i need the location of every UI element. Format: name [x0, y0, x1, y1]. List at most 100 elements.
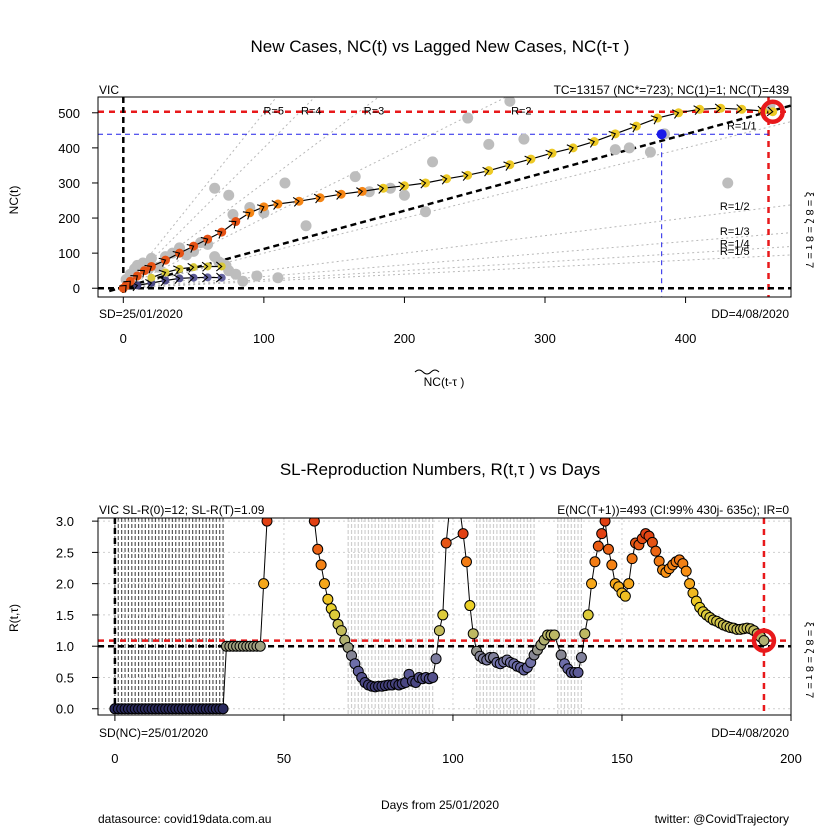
top-y-axis-label: NC(t) — [7, 186, 21, 215]
blue-trajectory-arrow — [173, 274, 181, 285]
r-point — [572, 666, 584, 678]
r-point — [437, 609, 449, 621]
y-tick-label: 1.5 — [56, 608, 74, 623]
blue-trajectory-arrow — [145, 278, 153, 289]
y-tick-label: 200 — [58, 211, 80, 226]
raw-point — [504, 97, 516, 107]
raw-point — [209, 182, 221, 194]
top-trajectory — [118, 99, 785, 293]
top-raw-points — [120, 97, 776, 287]
main-trajectory-arrow — [587, 138, 596, 148]
raw-point — [722, 177, 734, 189]
bottom-r-series — [109, 518, 777, 715]
main-trajectory-arrow — [292, 196, 300, 207]
r-point — [258, 578, 270, 590]
r-point — [261, 518, 273, 527]
main-trajectory-arrow — [123, 280, 131, 289]
connector-line — [222, 646, 227, 709]
raw-point — [384, 182, 396, 194]
ratio-label: R=1/4 — [720, 239, 750, 251]
ratio-label: R=2 — [511, 106, 532, 118]
top-y-axis: 0 100 200 300 400 500 — [58, 106, 98, 296]
main-trajectory-arrow — [137, 269, 146, 278]
y-tick-label: 400 — [58, 141, 80, 156]
r-point — [582, 609, 594, 621]
r-point — [606, 559, 618, 571]
connector-line — [445, 518, 450, 544]
r-point — [467, 628, 479, 640]
main-trajectory-arrow — [186, 243, 195, 253]
top-start-date: SD=25/01/2020 — [99, 307, 183, 321]
y-tick-label: 0.0 — [56, 702, 74, 717]
main-trajectory-arrow — [714, 103, 722, 114]
main-trajectory-arrow — [214, 229, 223, 239]
raw-point — [272, 272, 284, 284]
r-point — [586, 578, 598, 590]
r-point — [308, 518, 320, 527]
r-point — [254, 640, 266, 652]
ratio-label: R=1/5 — [720, 246, 750, 258]
r-point — [684, 578, 696, 590]
main-trajectory-arrow — [144, 264, 153, 274]
bottom-x-axis-label: Days from 25/01/2020 — [381, 798, 499, 812]
bottom-chart: SL-Reproduction Numbers, R(t,τ ) vs Days… — [7, 460, 815, 812]
raw-point — [237, 275, 249, 287]
y-tick-label: 2.5 — [56, 545, 74, 560]
r-point — [460, 556, 472, 568]
blue-trajectory-arrow — [159, 276, 167, 287]
main-trajectory-arrow — [524, 155, 532, 166]
early-cluster-arrow — [173, 265, 181, 275]
top-plot-frame — [97, 96, 792, 298]
y-tick-label: 2.0 — [56, 577, 74, 592]
raw-point — [279, 177, 291, 189]
main-trajectory-arrow — [398, 181, 406, 192]
bottom-y-axis: 0.0 0.5 1.0 1.5 2.0 2.5 3.0 — [56, 514, 98, 717]
r-last-marker — [751, 628, 777, 653]
ratio-label: R=1/1 — [727, 120, 757, 132]
top-stats-label: TC=13157 (NC*=723); NC(1)=1; NC(T)=439 — [554, 83, 790, 97]
r-point — [623, 578, 635, 590]
main-trajectory-arrow — [257, 204, 265, 214]
bottom-start-date: SD(NC)=25/01/2020 — [99, 726, 208, 740]
r-point — [427, 671, 439, 683]
footer-datasource: datasource: covid19data.com.au — [98, 812, 271, 826]
r-point — [548, 629, 560, 641]
main-trajectory-arrow — [650, 115, 659, 125]
r-point — [602, 543, 614, 555]
r-point — [433, 625, 445, 637]
last-point-marker — [760, 99, 785, 124]
bottom-chart-title: SL-Reproduction Numbers, R(t,τ ) vs Days — [280, 460, 600, 479]
y-tick-label: 3.0 — [56, 514, 74, 529]
bottom-reference-lines — [98, 518, 791, 715]
x-tick-label: 0 — [111, 751, 118, 766]
main-trajectory-arrow — [629, 123, 638, 133]
main-trajectory-arrow — [130, 274, 139, 283]
top-x-axis-label: NC(t-τ ) — [424, 375, 465, 389]
top-chart: New Cases, NC(t) vs Lagged New Cases, NC… — [7, 37, 815, 389]
r-point — [599, 518, 611, 527]
main-trajectory-arrow — [334, 190, 343, 200]
trend-line — [108, 104, 792, 293]
r-point — [464, 600, 476, 612]
main-trajectory-arrow — [313, 193, 321, 204]
raw-point — [427, 156, 439, 168]
r-point — [626, 553, 638, 565]
top-chart-title: New Cases, NC(t) vs Lagged New Cases, NC… — [251, 37, 630, 56]
x-tick-label: 150 — [611, 751, 633, 766]
early-cluster-arrow — [215, 261, 223, 272]
last-lag-point — [656, 129, 667, 140]
bottom-y-axis-label: R(t,τ) — [7, 604, 21, 632]
main-trajectory-arrow — [766, 106, 774, 117]
early-cluster-point — [147, 273, 156, 282]
r-point — [318, 578, 330, 590]
raw-point — [483, 138, 495, 150]
x-tick-label: 300 — [534, 331, 556, 346]
raw-point — [223, 189, 235, 201]
wave-three-line — [560, 520, 765, 673]
bottom-gray-bands — [114, 518, 583, 715]
ratio-label: R=4 — [301, 106, 322, 118]
main-trajectory-arrow — [377, 184, 385, 194]
r-point — [315, 559, 327, 571]
main-trajectory-arrow — [482, 166, 490, 177]
